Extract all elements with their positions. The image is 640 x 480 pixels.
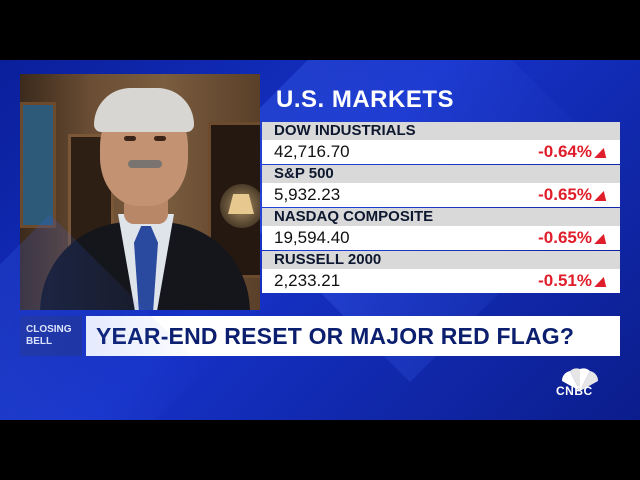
- index-price: 2,233.21: [274, 271, 341, 290]
- show-badge: CLOSING BELL: [20, 316, 82, 356]
- index-value-row: 2,233.21 -0.51%: [262, 269, 620, 293]
- peacock-icon: [561, 368, 599, 391]
- window: [20, 102, 56, 228]
- guest-hair: [94, 88, 194, 132]
- lamp-icon: [228, 194, 254, 214]
- index-price: 19,594.40: [274, 228, 350, 247]
- broadcast-frame: U.S. MARKETS DOW INDUSTRIALS 42,716.70 -…: [0, 60, 640, 420]
- guest-mustache: [128, 160, 162, 168]
- index-value-row: 5,932.23 -0.65%: [262, 183, 620, 207]
- network-logo-text: CNBC: [556, 384, 593, 398]
- market-rows: DOW INDUSTRIALS 42,716.70 -0.64% S&P 500…: [262, 122, 620, 294]
- guest-tie: [134, 226, 158, 310]
- index-change: -0.65%: [538, 228, 592, 247]
- index-change: -0.64%: [538, 142, 592, 161]
- index-change: -0.51%: [538, 271, 592, 290]
- index-value-row: 19,594.40 -0.65%: [262, 226, 620, 250]
- us-markets-panel: U.S. MARKETS DOW INDUSTRIALS 42,716.70 -…: [262, 74, 620, 310]
- show-label-line1: CLOSING: [26, 324, 72, 335]
- guest-eye: [124, 136, 136, 141]
- guest-video-feed: [20, 74, 260, 310]
- index-name: S&P 500: [262, 165, 620, 183]
- index-name: DOW INDUSTRIALS: [262, 122, 620, 140]
- down-triangle-icon: [594, 191, 610, 201]
- down-triangle-icon: [594, 277, 610, 287]
- headline-text: YEAR-END RESET OR MAJOR RED FLAG?: [96, 323, 575, 349]
- show-label-line2: BELL: [26, 336, 53, 347]
- markets-title: U.S. MARKETS: [276, 86, 455, 113]
- market-row-nasdaq: NASDAQ COMPOSITE 19,594.40 -0.65%: [262, 208, 620, 251]
- guest-eye: [154, 136, 166, 141]
- index-value-row: 42,716.70 -0.64%: [262, 140, 620, 164]
- down-triangle-icon: [594, 148, 610, 158]
- index-price: 5,932.23: [274, 185, 341, 204]
- headline-bar: YEAR-END RESET OR MAJOR RED FLAG?: [86, 316, 620, 356]
- index-change: -0.65%: [538, 185, 592, 204]
- index-price: 42,716.70: [274, 142, 350, 161]
- index-name: NASDAQ COMPOSITE: [262, 208, 620, 226]
- market-row-dow: DOW INDUSTRIALS 42,716.70 -0.64%: [262, 122, 620, 165]
- down-triangle-icon: [594, 234, 610, 244]
- market-row-russell: RUSSELL 2000 2,233.21 -0.51%: [262, 251, 620, 294]
- index-name: RUSSELL 2000: [262, 251, 620, 269]
- market-row-sp500: S&P 500 5,932.23 -0.65%: [262, 165, 620, 208]
